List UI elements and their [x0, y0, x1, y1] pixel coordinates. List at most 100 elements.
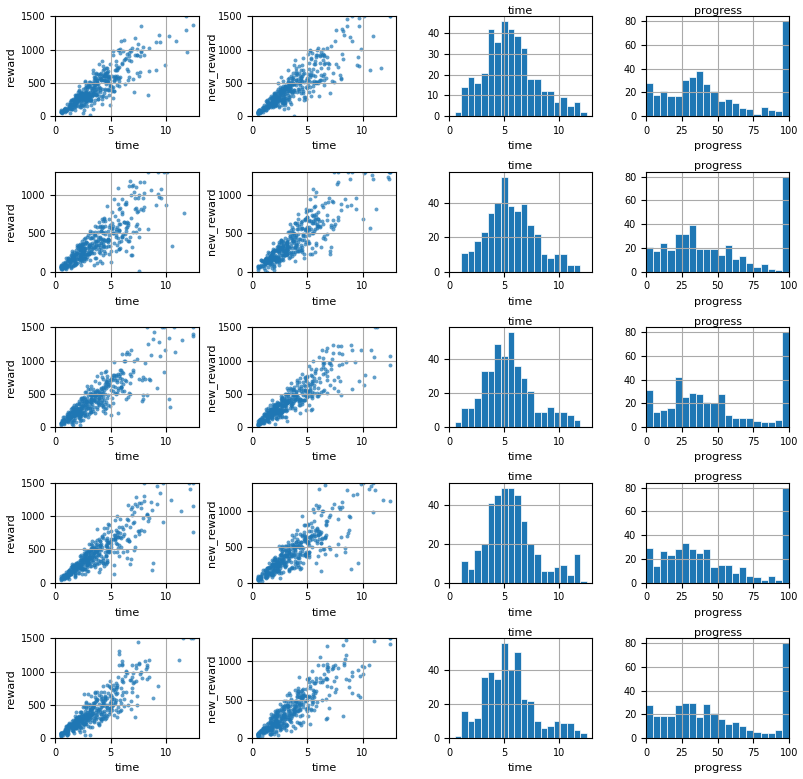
Point	[67, 719, 80, 731]
Bar	[666, 716, 674, 738]
Point	[80, 399, 93, 411]
Title: progress: progress	[693, 316, 740, 326]
Point	[80, 706, 93, 718]
Point	[304, 534, 316, 546]
Point	[88, 545, 101, 557]
Point	[308, 55, 321, 67]
Point	[253, 106, 266, 118]
Point	[307, 85, 320, 97]
Point	[271, 398, 283, 411]
Point	[79, 93, 92, 105]
Point	[118, 669, 131, 682]
Point	[75, 97, 88, 110]
Point	[143, 65, 156, 77]
Point	[116, 385, 128, 397]
Point	[55, 419, 67, 432]
Point	[82, 81, 95, 93]
Point	[84, 393, 97, 406]
Point	[74, 91, 87, 104]
Point	[259, 724, 272, 737]
Point	[84, 709, 96, 721]
Point	[304, 369, 317, 382]
Point	[288, 389, 301, 401]
Point	[58, 570, 71, 583]
Point	[305, 76, 318, 88]
Point	[261, 253, 274, 266]
Point	[251, 573, 264, 585]
Point	[82, 245, 95, 257]
Point	[308, 687, 321, 700]
Bar	[480, 371, 487, 427]
Point	[251, 105, 264, 118]
Point	[283, 247, 296, 259]
Point	[116, 658, 128, 671]
Point	[75, 249, 88, 262]
Point	[263, 97, 275, 109]
Point	[59, 721, 72, 733]
Point	[351, 51, 364, 64]
Point	[86, 700, 99, 712]
Point	[70, 258, 83, 270]
Point	[80, 545, 93, 557]
Point	[97, 245, 110, 257]
Point	[96, 391, 109, 404]
Point	[311, 217, 324, 230]
Point	[83, 703, 96, 715]
Point	[68, 717, 81, 729]
Point	[312, 90, 324, 102]
Point	[88, 389, 100, 401]
Point	[324, 681, 337, 693]
Point	[75, 562, 88, 574]
Bar	[703, 549, 710, 583]
Point	[304, 53, 317, 65]
Point	[284, 239, 297, 252]
Point	[79, 406, 92, 418]
Point	[94, 231, 107, 243]
Point	[87, 701, 100, 714]
Point	[303, 75, 316, 87]
Point	[96, 530, 108, 542]
Point	[102, 70, 115, 83]
Point	[278, 245, 291, 257]
Point	[97, 696, 110, 709]
Point	[287, 540, 300, 552]
Point	[142, 514, 155, 527]
Point	[313, 221, 326, 234]
Point	[125, 42, 138, 55]
Point	[153, 335, 165, 347]
Point	[148, 326, 161, 339]
Point	[300, 226, 313, 238]
Point	[78, 252, 91, 264]
Point	[286, 402, 299, 414]
Point	[70, 403, 83, 415]
Point	[120, 48, 133, 60]
Point	[278, 400, 291, 412]
Point	[114, 527, 127, 540]
Point	[300, 391, 313, 404]
Point	[72, 407, 85, 419]
Point	[286, 71, 299, 83]
Point	[96, 557, 109, 569]
Point	[115, 193, 128, 206]
Point	[269, 717, 282, 730]
Point	[263, 404, 276, 417]
Point	[105, 525, 118, 538]
Point	[281, 704, 294, 717]
Point	[305, 392, 318, 404]
Point	[276, 700, 289, 713]
Point	[298, 380, 311, 393]
Point	[94, 68, 107, 80]
Bar	[745, 576, 752, 583]
Point	[79, 701, 92, 714]
Bar	[724, 245, 731, 272]
Point	[308, 557, 321, 569]
Point	[63, 258, 75, 270]
Point	[108, 387, 121, 400]
Point	[266, 96, 279, 108]
Point	[90, 68, 103, 80]
Point	[102, 83, 115, 96]
Point	[296, 530, 308, 542]
Point	[324, 219, 337, 231]
Point	[254, 416, 267, 428]
Point	[308, 366, 321, 379]
